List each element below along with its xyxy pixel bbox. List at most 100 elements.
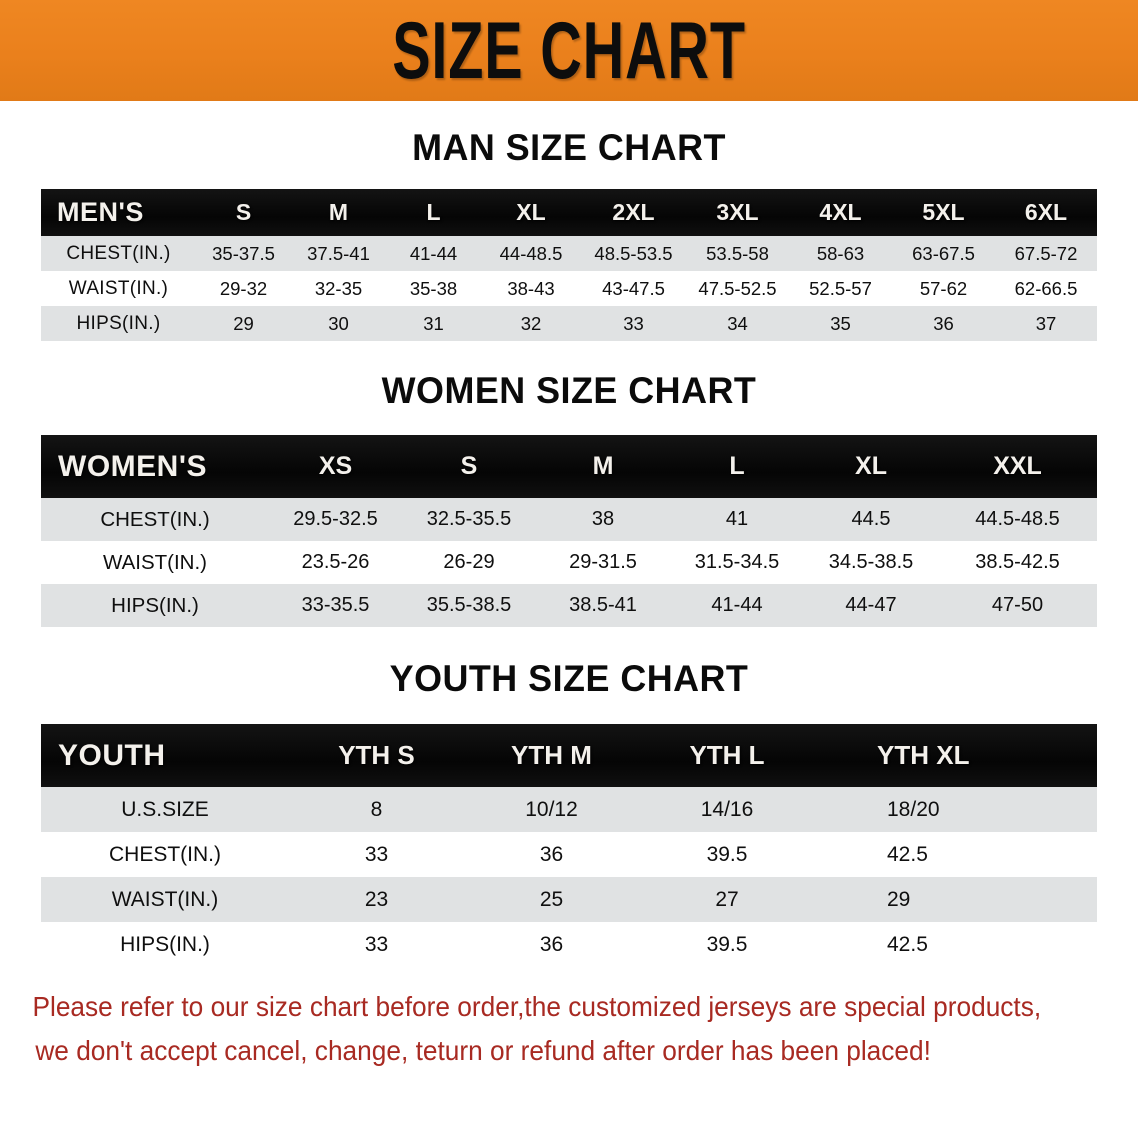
table-cell: 27 bbox=[715, 887, 739, 911]
page-title: SIZE CHART bbox=[392, 5, 746, 96]
table-cell: 35.5-38.5 bbox=[426, 594, 512, 616]
man-col-3xl: 3XL bbox=[716, 199, 759, 225]
table-cell: 31 bbox=[423, 312, 444, 334]
table-cell: 35-38 bbox=[409, 277, 458, 299]
table-row: U.S.SIZE 8 10/12 14/16 18/20 bbox=[41, 787, 1097, 832]
women-col-xl: XL bbox=[855, 452, 887, 480]
table-cell: 58-63 bbox=[816, 242, 865, 264]
policy-note-line-1: Please refer to our size chart before or… bbox=[32, 991, 1042, 1022]
table-cell: 23.5-26 bbox=[301, 551, 370, 573]
table-cell: 41-44 bbox=[711, 594, 763, 616]
table-row: CHEST(IN.) 33 36 39.5 42.5 bbox=[41, 832, 1097, 877]
table-row: WAIST(IN.) 23 25 27 29 bbox=[41, 877, 1097, 922]
man-row-label-chest: CHEST(IN.) bbox=[66, 242, 171, 264]
women-row-label-hips: HIPS(IN.) bbox=[111, 593, 199, 617]
table-cell: 29 bbox=[887, 887, 911, 911]
man-size-table: MEN'S S M L XL 2XL 3XL 4XL 5XL 6XL CHEST… bbox=[41, 189, 1097, 341]
table-cell: 14/16 bbox=[700, 797, 754, 821]
table-cell: 29-32 bbox=[219, 277, 268, 299]
youth-row-label-ussize: U.S.SIZE bbox=[121, 797, 209, 821]
women-col-xxl: XXL bbox=[993, 452, 1042, 480]
table-cell: 63-67.5 bbox=[912, 242, 975, 264]
women-col-s: S bbox=[460, 452, 478, 480]
table-cell: 38.5-42.5 bbox=[975, 551, 1060, 573]
youth-corner-label: YOUTH bbox=[58, 738, 166, 772]
table-cell: 34 bbox=[727, 312, 748, 334]
women-row-label-waist: WAIST(IN.) bbox=[102, 550, 207, 574]
table-row: HIPS(IN.) 33-35.5 35.5-38.5 38.5-41 41-4… bbox=[41, 584, 1097, 627]
table-row: HIPS(IN.) 29 30 31 32 33 34 35 36 37 bbox=[41, 306, 1097, 341]
table-cell: 38 bbox=[591, 508, 615, 530]
man-corner-label: MEN'S bbox=[57, 197, 144, 227]
table-cell: 25 bbox=[539, 887, 564, 911]
table-cell: 36 bbox=[539, 932, 564, 956]
women-col-l: L bbox=[729, 452, 745, 480]
table-cell: 36 bbox=[539, 842, 564, 866]
table-cell: 26-29 bbox=[443, 551, 495, 573]
table-cell: 33 bbox=[364, 842, 389, 866]
table-cell: 62-66.5 bbox=[1014, 277, 1078, 299]
table-cell: 42.5 bbox=[887, 932, 928, 956]
man-col-s: S bbox=[235, 199, 252, 225]
man-col-m: M bbox=[328, 199, 349, 225]
table-cell: 18/20 bbox=[887, 797, 940, 821]
youth-table-wrap: YOUTH YTH S YTH M YTH L YTH XL U.S.SIZE … bbox=[0, 724, 1138, 967]
man-table-wrap: MEN'S S M L XL 2XL 3XL 4XL 5XL 6XL CHEST… bbox=[0, 189, 1138, 341]
table-cell: 42.5 bbox=[887, 842, 928, 866]
women-col-xs: XS bbox=[318, 452, 353, 480]
table-cell: 44-47 bbox=[845, 594, 897, 616]
man-col-5xl: 5XL bbox=[922, 199, 965, 225]
table-row: HIPS(IN.) 33 36 39.5 42.5 bbox=[41, 922, 1097, 967]
table-cell: 38-43 bbox=[507, 277, 555, 299]
table-row: CHEST(IN.) 35-37.5 37.5-41 41-44 44-48.5… bbox=[41, 236, 1097, 271]
table-cell: 34.5-38.5 bbox=[828, 551, 914, 573]
youth-row-label-chest: CHEST(IN.) bbox=[109, 842, 221, 866]
youth-col-xl: YTH XL bbox=[877, 740, 970, 770]
table-cell: 44-48.5 bbox=[499, 242, 563, 264]
table-cell: 29 bbox=[233, 312, 254, 334]
table-cell: 47-50 bbox=[991, 594, 1044, 616]
table-row: WAIST(IN.) 29-32 32-35 35-38 38-43 43-47… bbox=[41, 271, 1097, 306]
table-cell: 36 bbox=[933, 312, 954, 334]
table-cell: 38.5-41 bbox=[569, 594, 637, 616]
table-cell: 8 bbox=[370, 797, 383, 821]
youth-row-label-waist: WAIST(IN.) bbox=[111, 887, 219, 911]
women-corner-label: WOMEN'S bbox=[58, 449, 207, 483]
man-col-6xl: 6XL bbox=[1024, 199, 1068, 225]
youth-col-l: YTH L bbox=[689, 740, 765, 770]
table-cell: 44.5 bbox=[851, 508, 891, 530]
man-col-2xl: 2XL bbox=[612, 199, 655, 225]
man-col-xl: XL bbox=[516, 199, 546, 225]
table-cell: 44.5-48.5 bbox=[975, 508, 1060, 530]
youth-col-m: YTH M bbox=[511, 740, 592, 770]
policy-note-line-2: we don't accept cancel, change, teturn o… bbox=[35, 1035, 931, 1066]
table-cell: 32.5-35.5 bbox=[426, 508, 512, 530]
table-cell: 33 bbox=[623, 312, 644, 334]
table-cell: 29-31.5 bbox=[569, 551, 637, 573]
women-table-wrap: WOMEN'S XS S M L XL XXL CHEST(IN.) 29.5-… bbox=[0, 435, 1138, 627]
youth-size-table: YOUTH YTH S YTH M YTH L YTH XL U.S.SIZE … bbox=[41, 724, 1097, 967]
table-cell: 52.5-57 bbox=[809, 277, 872, 299]
youth-section-title: YOUTH SIZE CHART bbox=[389, 658, 749, 699]
table-cell: 37.5-41 bbox=[307, 242, 370, 264]
women-size-table: WOMEN'S XS S M L XL XXL CHEST(IN.) 29.5-… bbox=[41, 435, 1097, 627]
table-cell: 39.5 bbox=[706, 842, 748, 866]
man-table-header-row: MEN'S S M L XL 2XL 3XL 4XL 5XL 6XL bbox=[41, 189, 1097, 236]
table-cell: 23 bbox=[364, 887, 389, 911]
table-cell: 33-35.5 bbox=[301, 594, 370, 616]
table-row: CHEST(IN.) 29.5-32.5 32.5-35.5 38 41 44.… bbox=[41, 498, 1097, 541]
table-cell: 35 bbox=[830, 312, 851, 334]
table-cell: 41 bbox=[725, 508, 749, 530]
man-row-label-hips: HIPS(IN.) bbox=[76, 312, 161, 334]
table-cell: 35-37.5 bbox=[212, 242, 275, 264]
table-cell: 37 bbox=[1035, 312, 1057, 334]
table-row: WAIST(IN.) 23.5-26 26-29 29-31.5 31.5-34… bbox=[41, 541, 1097, 584]
youth-col-s: YTH S bbox=[338, 740, 415, 770]
table-cell: 67.5-72 bbox=[1014, 242, 1078, 264]
table-cell: 39.5 bbox=[706, 932, 748, 956]
table-cell: 30 bbox=[328, 312, 349, 334]
page-banner: SIZE CHART bbox=[0, 0, 1138, 101]
women-table-header-row: WOMEN'S XS S M L XL XXL bbox=[41, 435, 1097, 498]
table-cell: 47.5-52.5 bbox=[698, 277, 777, 299]
table-cell: 53.5-58 bbox=[706, 242, 769, 264]
